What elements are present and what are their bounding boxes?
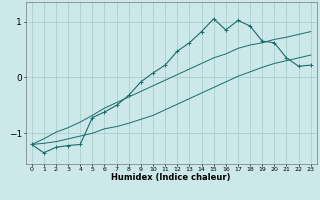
X-axis label: Humidex (Indice chaleur): Humidex (Indice chaleur)	[111, 173, 231, 182]
